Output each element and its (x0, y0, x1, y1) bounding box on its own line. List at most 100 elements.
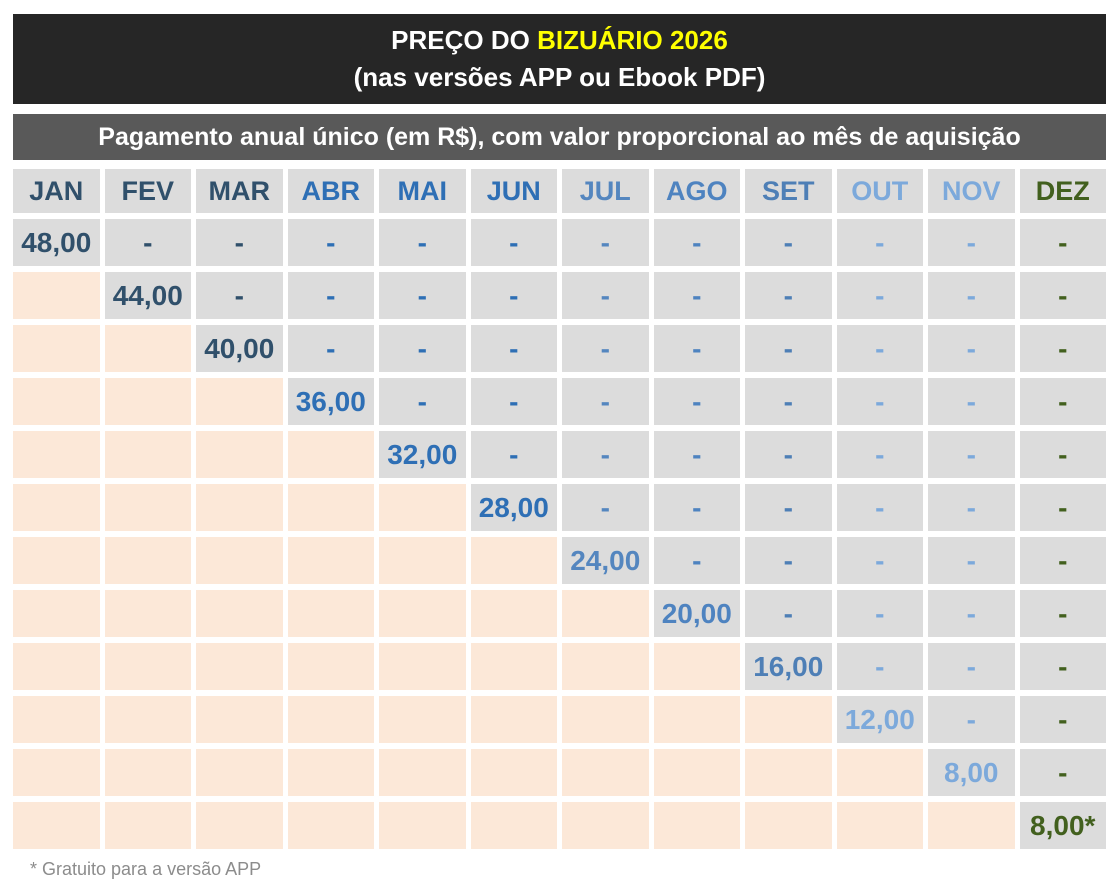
empty-cell (287, 802, 374, 849)
empty-cell (104, 484, 191, 531)
empty-cell (379, 590, 466, 637)
empty-cell (287, 749, 374, 796)
dash-cell-out: - (836, 643, 923, 690)
dash-cell-dez: - (1019, 484, 1106, 531)
dash-cell-jul: - (562, 272, 649, 319)
dash-cell-set: - (745, 431, 832, 478)
empty-cell (13, 378, 100, 425)
dash-cell-ago: - (653, 431, 740, 478)
empty-cell (287, 537, 374, 584)
price-cell-out: 12,00 (836, 696, 923, 743)
empty-cell (13, 696, 100, 743)
empty-cell (836, 802, 923, 849)
dash-cell-abr: - (287, 219, 374, 266)
dash-cell-ago: - (653, 272, 740, 319)
dash-cell-jun: - (470, 272, 557, 319)
empty-cell (287, 643, 374, 690)
empty-cell (104, 590, 191, 637)
empty-cell (745, 802, 832, 849)
empty-cell (104, 378, 191, 425)
dash-cell-nov: - (928, 643, 1015, 690)
empty-cell (470, 590, 557, 637)
price-cell-jul: 24,00 (562, 537, 649, 584)
empty-cell (104, 431, 191, 478)
empty-cell (379, 749, 466, 796)
month-header-nov: NOV (928, 169, 1015, 213)
empty-cell (470, 643, 557, 690)
empty-cell (562, 696, 649, 743)
dash-cell-jun: - (470, 378, 557, 425)
empty-cell (836, 749, 923, 796)
empty-cell (653, 643, 740, 690)
dash-cell-set: - (745, 590, 832, 637)
empty-cell (104, 749, 191, 796)
dash-cell-nov: - (928, 272, 1015, 319)
empty-cell (13, 484, 100, 531)
empty-cell (745, 749, 832, 796)
dash-cell-out: - (836, 590, 923, 637)
empty-cell (287, 590, 374, 637)
price-cell-dez: 8,00* (1019, 802, 1106, 849)
dash-cell-mai: - (379, 325, 466, 372)
month-header-out: OUT (836, 169, 923, 213)
dash-cell-jun: - (470, 325, 557, 372)
month-header-dez: DEZ (1019, 169, 1106, 213)
price-cell-jan: 48,00 (13, 219, 100, 266)
empty-cell (13, 272, 100, 319)
dash-cell-dez: - (1019, 431, 1106, 478)
empty-cell (470, 802, 557, 849)
dash-cell-jun: - (470, 431, 557, 478)
dash-cell-set: - (745, 484, 832, 531)
price-cell-set: 16,00 (745, 643, 832, 690)
month-header-fev: FEV (104, 169, 191, 213)
dash-cell-nov: - (928, 537, 1015, 584)
dash-cell-mar: - (196, 272, 283, 319)
price-cell-ago: 20,00 (653, 590, 740, 637)
dash-cell-ago: - (653, 484, 740, 531)
month-header-jul: JUL (562, 169, 649, 213)
page-title-prefix: PREÇO DO (391, 25, 538, 55)
dash-cell-nov: - (928, 378, 1015, 425)
empty-cell (13, 590, 100, 637)
dash-cell-dez: - (1019, 537, 1106, 584)
dash-cell-dez: - (1019, 378, 1106, 425)
dash-cell-ago: - (653, 325, 740, 372)
empty-cell (13, 802, 100, 849)
month-header-ago: AGO (653, 169, 740, 213)
empty-cell (928, 802, 1015, 849)
dash-cell-set: - (745, 272, 832, 319)
dash-cell-nov: - (928, 590, 1015, 637)
dash-cell-nov: - (928, 325, 1015, 372)
dash-cell-nov: - (928, 431, 1015, 478)
empty-cell (104, 696, 191, 743)
empty-cell (562, 802, 649, 849)
dash-cell-nov: - (928, 696, 1015, 743)
dash-cell-jul: - (562, 219, 649, 266)
empty-cell (379, 643, 466, 690)
empty-cell (745, 696, 832, 743)
dash-cell-nov: - (928, 484, 1015, 531)
empty-cell (196, 537, 283, 584)
dash-cell-dez: - (1019, 696, 1106, 743)
dash-cell-dez: - (1019, 325, 1106, 372)
dash-cell-set: - (745, 537, 832, 584)
empty-cell (470, 696, 557, 743)
dash-cell-jul: - (562, 484, 649, 531)
empty-cell (196, 643, 283, 690)
page-subtitle: (nas versões APP ou Ebook PDF) (353, 62, 766, 92)
month-header-mar: MAR (196, 169, 283, 213)
dash-cell-dez: - (1019, 272, 1106, 319)
dash-cell-dez: - (1019, 643, 1106, 690)
dash-cell-abr: - (287, 325, 374, 372)
dash-cell-abr: - (287, 272, 374, 319)
footnote: * Gratuito para a versão APP (30, 859, 262, 879)
empty-cell (653, 749, 740, 796)
dash-cell-set: - (745, 378, 832, 425)
empty-cell (104, 537, 191, 584)
empty-cell (287, 484, 374, 531)
empty-cell (287, 696, 374, 743)
price-cell-abr: 36,00 (287, 378, 374, 425)
dash-cell-jun: - (470, 219, 557, 266)
empty-cell (196, 590, 283, 637)
price-grid: JAN FEV MAR ABR MAI JUN JUL AGO SET OUT NOV DEZ 48,0… (13, 169, 1106, 849)
